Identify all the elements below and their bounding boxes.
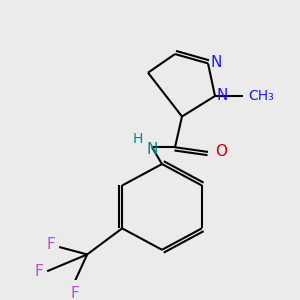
Text: H: H [133,132,143,146]
Text: F: F [34,264,43,279]
Text: O: O [215,144,227,159]
Text: N: N [146,142,158,157]
Text: N: N [217,88,228,104]
Text: CH₃: CH₃ [248,89,274,103]
Text: N: N [210,55,221,70]
Text: F: F [46,237,55,252]
Text: F: F [71,286,80,300]
